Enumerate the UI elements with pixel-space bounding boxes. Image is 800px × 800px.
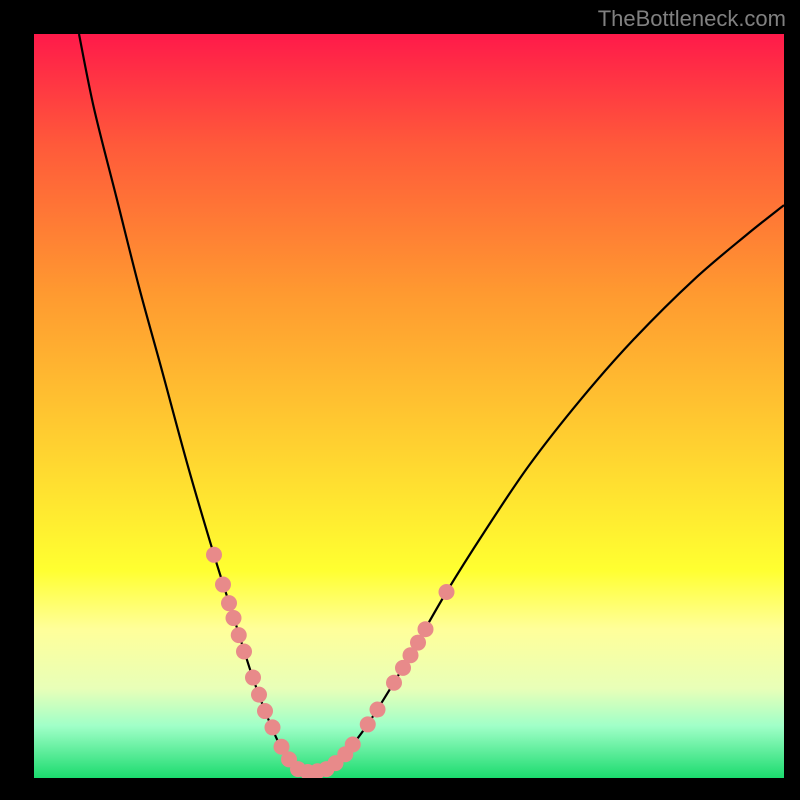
dot-svg-layer [34, 34, 784, 778]
data-dot [245, 670, 261, 686]
data-dot [226, 610, 242, 626]
data-dot [221, 595, 237, 611]
data-dot [265, 719, 281, 735]
data-dot [439, 584, 455, 600]
data-dot [236, 644, 252, 660]
data-dot [215, 577, 231, 593]
data-dot [231, 627, 247, 643]
data-dot [370, 702, 386, 718]
data-dot [251, 687, 267, 703]
data-dot [257, 703, 273, 719]
data-dot [360, 716, 376, 732]
data-dot [386, 675, 402, 691]
plot-gradient-area [34, 34, 784, 778]
data-dot [345, 737, 361, 753]
data-dot [206, 547, 222, 563]
data-dot [418, 621, 434, 637]
watermark-text: TheBottleneck.com [598, 6, 786, 32]
data-dot [410, 635, 426, 651]
